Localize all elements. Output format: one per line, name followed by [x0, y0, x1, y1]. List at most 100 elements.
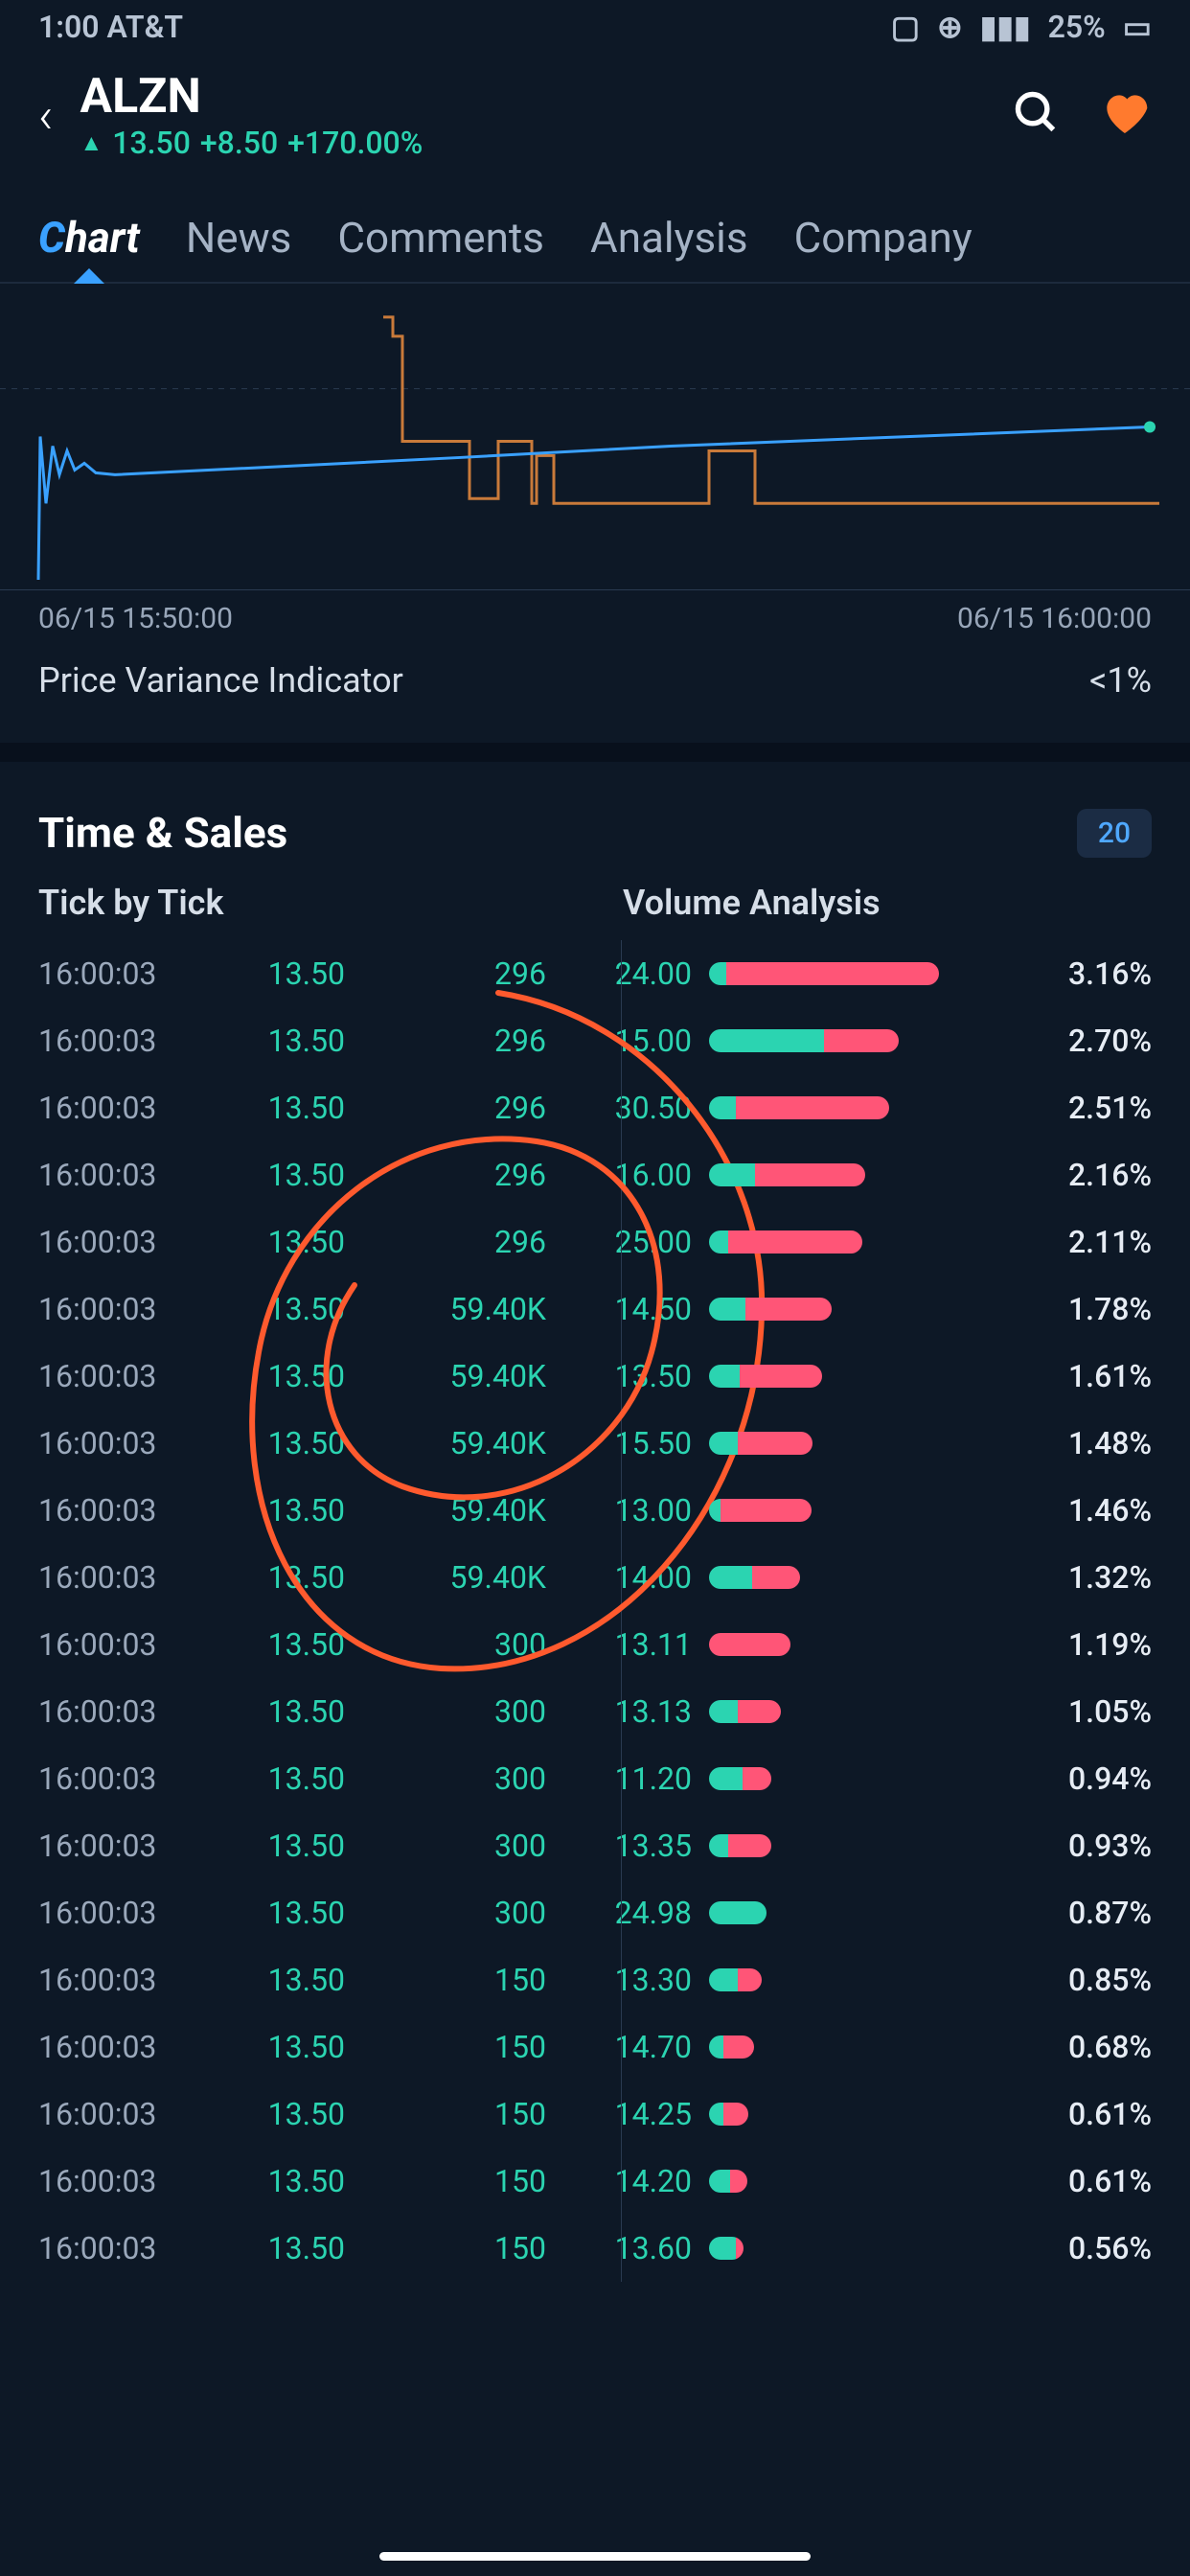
- ticker-block[interactable]: ALZN ▲ 13.50 +8.50 +170.00%: [80, 69, 986, 161]
- bar-green-segment: [709, 1700, 738, 1723]
- cell-time: 16:00:03: [38, 1760, 206, 1797]
- column-divider: [621, 940, 622, 2282]
- back-icon[interactable]: ‹: [38, 86, 54, 145]
- cell-percent: 1.61%: [947, 1358, 1152, 1394]
- bar-red-segment: [726, 962, 939, 985]
- cell-vol-price: 30.50: [546, 1090, 709, 1126]
- heart-icon[interactable]: [1098, 86, 1152, 144]
- status-right: ▢ ⊕ ▮▮▮ 25% ▭: [891, 9, 1152, 45]
- cell-bar: [709, 1230, 947, 1254]
- price-change-pct: +170.00%: [287, 125, 423, 161]
- time-sales-title: Time & Sales: [38, 808, 287, 858]
- table-row[interactable]: 16:00:0313.5030013.111.19%: [38, 1611, 1152, 1678]
- cell-volume: 59.40K: [345, 1291, 546, 1327]
- cell-percent: 1.46%: [947, 1492, 1152, 1529]
- table-row[interactable]: 16:00:0313.5059.40K14.001.32%: [38, 1544, 1152, 1611]
- bar-red-segment: [730, 2170, 747, 2193]
- table-row[interactable]: 16:00:0313.5059.40K15.501.48%: [38, 1410, 1152, 1477]
- cell-percent: 2.51%: [947, 1090, 1152, 1126]
- cell-price: 13.50: [206, 1224, 345, 1260]
- bar-green-segment: [709, 1365, 740, 1388]
- bar-red-segment: [745, 1298, 832, 1321]
- table-row[interactable]: 16:00:0313.5030011.200.94%: [38, 1745, 1152, 1812]
- table-row[interactable]: 16:00:0313.5015013.600.56%: [38, 2215, 1152, 2282]
- table-row[interactable]: 16:00:0313.5029624.003.16%: [38, 940, 1152, 1007]
- bar-red-segment: [723, 2036, 754, 2058]
- cell-vol-price: 24.98: [546, 1895, 709, 1931]
- table-row[interactable]: 16:00:0313.5030024.980.87%: [38, 1879, 1152, 1946]
- tab-company[interactable]: Company: [794, 213, 973, 282]
- table-row[interactable]: 16:00:0313.5030013.131.05%: [38, 1678, 1152, 1745]
- tab-analysis[interactable]: Analysis: [590, 213, 748, 282]
- cell-price: 13.50: [206, 1693, 345, 1730]
- bar-red-segment: [728, 1834, 771, 1857]
- cell-time: 16:00:03: [38, 1090, 206, 1126]
- table-row[interactable]: 16:00:0313.5029615.002.70%: [38, 1007, 1152, 1074]
- cell-price: 13.50: [206, 2096, 345, 2132]
- col-tick-by-tick[interactable]: Tick by Tick: [38, 883, 623, 923]
- bar-green-segment: [709, 1499, 721, 1522]
- cell-price: 13.50: [206, 1626, 345, 1663]
- triangle-up-icon: ▲: [80, 129, 103, 157]
- cell-time: 16:00:03: [38, 2230, 206, 2266]
- bar-green-segment: [709, 1432, 738, 1455]
- cell-price: 13.50: [206, 2029, 345, 2065]
- pvi-row[interactable]: Price Variance Indicator <1%: [0, 635, 1190, 762]
- table-row[interactable]: 16:00:0313.5015014.200.61%: [38, 2148, 1152, 2215]
- header: ‹ ALZN ▲ 13.50 +8.50 +170.00%: [0, 46, 1190, 171]
- tab-chart[interactable]: Chart: [38, 213, 140, 282]
- tab-news[interactable]: News: [186, 213, 292, 282]
- table-row[interactable]: 16:00:0313.5059.40K14.501.78%: [38, 1276, 1152, 1343]
- cell-volume: 59.40K: [345, 1559, 546, 1596]
- cell-bar: [709, 2237, 947, 2260]
- home-indicator[interactable]: [379, 2552, 811, 2561]
- battery-icon: ▭: [1123, 9, 1152, 45]
- time-sales-header: Time & Sales 20: [0, 762, 1190, 883]
- bar-red-segment: [709, 1633, 790, 1656]
- status-bar: 1:00 AT&T ▢ ⊕ ▮▮▮ 25% ▭: [0, 0, 1190, 46]
- cell-vol-price: 14.50: [546, 1291, 709, 1327]
- time-sales-count-badge[interactable]: 20: [1077, 809, 1152, 858]
- bar-green-segment: [709, 1566, 752, 1589]
- table-row[interactable]: 16:00:0313.5015013.300.85%: [38, 1946, 1152, 2013]
- search-icon[interactable]: [1012, 88, 1062, 142]
- pvi-value: <1%: [1089, 660, 1152, 701]
- table-row[interactable]: 16:00:0313.5029625.002.11%: [38, 1208, 1152, 1276]
- bar-red-segment: [755, 1163, 865, 1186]
- bar-red-segment: [738, 1700, 781, 1723]
- bar-red-segment: [736, 2237, 744, 2260]
- bar-green-segment: [709, 2036, 723, 2058]
- cell-time: 16:00:03: [38, 2163, 206, 2199]
- cell-volume: 300: [345, 1828, 546, 1864]
- chart-time-axis: 06/15 15:50:00 06/15 16:00:00: [0, 590, 1190, 635]
- cell-bar: [709, 962, 947, 985]
- bar-green-segment: [709, 962, 726, 985]
- table-row[interactable]: 16:00:0313.5029616.002.16%: [38, 1141, 1152, 1208]
- table-row[interactable]: 16:00:0313.5059.40K13.501.61%: [38, 1343, 1152, 1410]
- table-row[interactable]: 16:00:0313.5015014.250.61%: [38, 2081, 1152, 2148]
- cell-price: 13.50: [206, 1090, 345, 1126]
- table-row[interactable]: 16:00:0313.5015014.700.68%: [38, 2013, 1152, 2081]
- cell-time: 16:00:03: [38, 1224, 206, 1260]
- cell-percent: 0.93%: [947, 1828, 1152, 1864]
- nfc-icon: ▢: [891, 9, 920, 45]
- cell-bar: [709, 2036, 947, 2058]
- bar-red-segment: [738, 1968, 762, 1991]
- cell-vol-price: 15.50: [546, 1425, 709, 1461]
- location-icon: ⊕: [937, 9, 963, 45]
- price-chart[interactable]: [0, 284, 1190, 590]
- chart-end-dot: [1144, 422, 1156, 433]
- tab-comments[interactable]: Comments: [337, 213, 544, 282]
- cell-volume: 150: [345, 1962, 546, 1998]
- bar-red-segment: [743, 1767, 771, 1790]
- cell-percent: 0.68%: [947, 2029, 1152, 2065]
- cell-time: 16:00:03: [38, 1962, 206, 1998]
- cell-bar: [709, 1968, 947, 1991]
- cell-bar: [709, 1365, 947, 1388]
- col-volume-analysis[interactable]: Volume Analysis: [623, 883, 1152, 923]
- table-row[interactable]: 16:00:0313.5059.40K13.001.46%: [38, 1477, 1152, 1544]
- bar-green-segment: [709, 1298, 745, 1321]
- signal-icon: ▮▮▮: [980, 9, 1031, 45]
- table-row[interactable]: 16:00:0313.5029630.502.51%: [38, 1074, 1152, 1141]
- table-row[interactable]: 16:00:0313.5030013.350.93%: [38, 1812, 1152, 1879]
